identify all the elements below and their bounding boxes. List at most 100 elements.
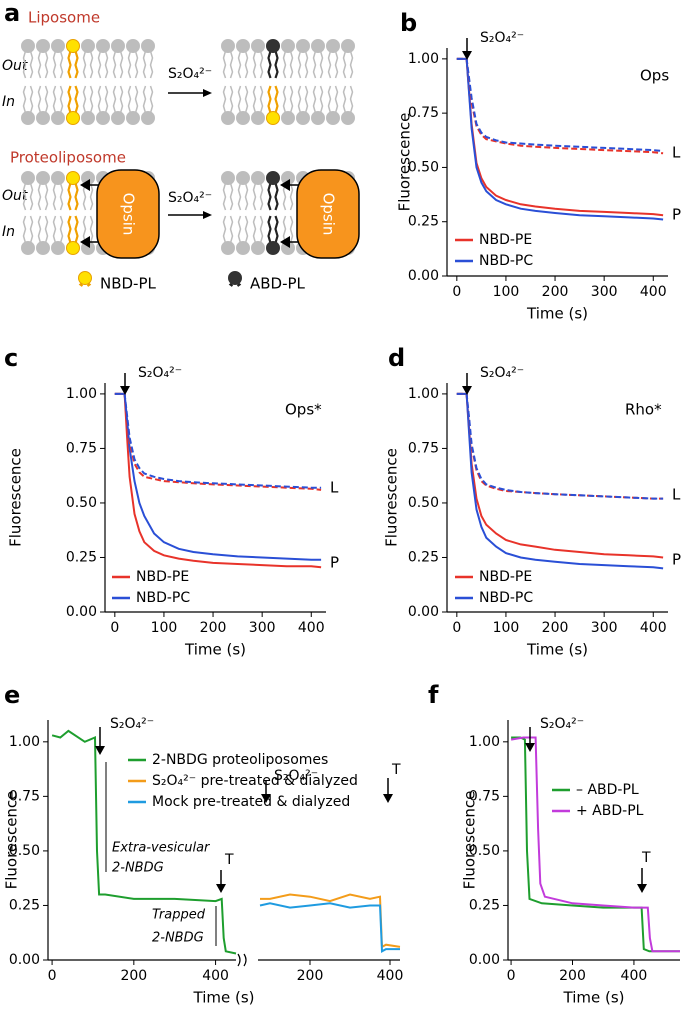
y-tick-label: 0.25 xyxy=(9,897,40,913)
lipid-head xyxy=(236,111,250,125)
lipid-tail xyxy=(237,182,242,211)
lipid-tail xyxy=(37,182,42,211)
lipid-tail xyxy=(67,215,72,244)
arrow-head xyxy=(80,179,90,191)
lipid-tail xyxy=(222,215,227,244)
lipid-head xyxy=(21,111,35,125)
y-tick-label: 0.75 xyxy=(9,788,40,804)
lipid-tail xyxy=(289,50,294,79)
lipid-tail xyxy=(22,50,27,79)
lipid-tail xyxy=(59,50,64,79)
x-tick-label: 400 xyxy=(640,620,667,636)
lipid-head xyxy=(21,39,35,53)
lipid-head xyxy=(266,111,280,125)
arrow-label: S₂O₄²⁻ xyxy=(540,716,584,732)
lipid-tail xyxy=(44,182,49,211)
lipid-head xyxy=(281,39,295,53)
lipid-head xyxy=(126,111,140,125)
series-line xyxy=(260,893,401,949)
lipid-tail xyxy=(82,182,87,211)
chart-panel: d 0.00 0.25 0.50 0.75 1.00 0 100 200 300 400 Time (… xyxy=(383,344,682,659)
lipid-head xyxy=(236,241,250,255)
y-tick-label: 0.00 xyxy=(9,952,40,968)
lipid-tail xyxy=(67,182,72,211)
lipid-tail xyxy=(74,215,79,244)
arrow-label: S₂O₄²⁻ xyxy=(138,365,182,381)
arrow-head xyxy=(203,211,212,219)
arrow-head xyxy=(637,884,647,893)
lipid-tail xyxy=(312,85,317,114)
x-tick-label: 200 xyxy=(297,968,324,984)
lipid-head xyxy=(326,111,340,125)
lipid-tail xyxy=(267,50,272,79)
legend-label: NBD-PC xyxy=(136,590,190,606)
lipid-head xyxy=(21,241,35,255)
arrow-head xyxy=(203,89,212,97)
lipid-tail xyxy=(222,85,227,114)
lipid-tail xyxy=(89,50,94,79)
lipid-tail xyxy=(274,215,279,244)
y-tick-label: 0.00 xyxy=(469,952,500,968)
lipid-tail xyxy=(319,85,324,114)
lipid-tail xyxy=(142,85,147,114)
lipid-tail xyxy=(44,50,49,79)
lipid-tail xyxy=(297,85,302,114)
lipid-tail xyxy=(244,182,249,211)
lipid-tail xyxy=(229,85,234,114)
lipid-tail xyxy=(327,50,332,79)
y-tick-label: 1.00 xyxy=(66,386,97,402)
lipid-tail xyxy=(222,182,227,211)
lipid-head xyxy=(236,171,250,185)
lipid-head xyxy=(236,39,250,53)
annotation: Ops* xyxy=(285,401,322,419)
y-axis-label: Fluorescence xyxy=(461,791,479,890)
lipid-head xyxy=(266,171,280,185)
lipid-tail xyxy=(37,85,42,114)
x-tick-label: 200 xyxy=(542,284,569,300)
lipid-tail xyxy=(297,50,302,79)
lipid-tail xyxy=(282,50,287,79)
lipid-tail xyxy=(29,50,34,79)
lipid-tail xyxy=(52,215,57,244)
x-tick-label: 400 xyxy=(377,968,404,984)
lipid-tail xyxy=(89,182,94,211)
lipid-head xyxy=(251,111,265,125)
lipid-head xyxy=(251,171,265,185)
proteoliposome-label: Proteoliposome xyxy=(10,149,126,167)
annotation: 2-NBDG xyxy=(152,931,204,946)
lipid-tail xyxy=(304,85,309,114)
arrow-head xyxy=(80,236,90,248)
y-tick-label: 1.00 xyxy=(469,734,500,750)
x-tick-label: 300 xyxy=(249,620,276,636)
lipid-head xyxy=(341,39,355,53)
lipid-head xyxy=(81,111,95,125)
x-tick-label: 200 xyxy=(542,620,569,636)
annotation: Rho* xyxy=(625,401,662,419)
y-tick-label: 0.25 xyxy=(66,549,97,565)
lipid-tail xyxy=(274,85,279,114)
lipid-tail xyxy=(312,50,317,79)
lipid-tail xyxy=(22,182,27,211)
lipid-tail xyxy=(267,182,272,211)
out-label: Out xyxy=(2,188,28,204)
lipid-tail xyxy=(52,85,57,114)
arrow-label: T xyxy=(641,850,651,866)
lipid-tail xyxy=(142,50,147,79)
lipid-tail xyxy=(74,182,79,211)
lipid-tail xyxy=(289,182,294,211)
lipid-tail xyxy=(229,182,234,211)
lipid-tail xyxy=(67,50,72,79)
annotation: L xyxy=(672,144,681,162)
lipid-tail xyxy=(112,85,117,114)
lipid-tail xyxy=(37,215,42,244)
x-tick-label: 400 xyxy=(202,968,229,984)
arrow-label: S₂O₄²⁻ xyxy=(480,30,524,46)
lipid-head xyxy=(66,171,80,185)
x-axis-label: Time (s) xyxy=(193,989,255,1007)
lipid-tail xyxy=(327,85,332,114)
in-label: In xyxy=(2,224,15,240)
x-tick-label: 400 xyxy=(621,968,648,984)
arrow-label: T xyxy=(224,852,234,868)
annotation: P xyxy=(672,551,681,569)
arrow-head xyxy=(462,51,472,60)
